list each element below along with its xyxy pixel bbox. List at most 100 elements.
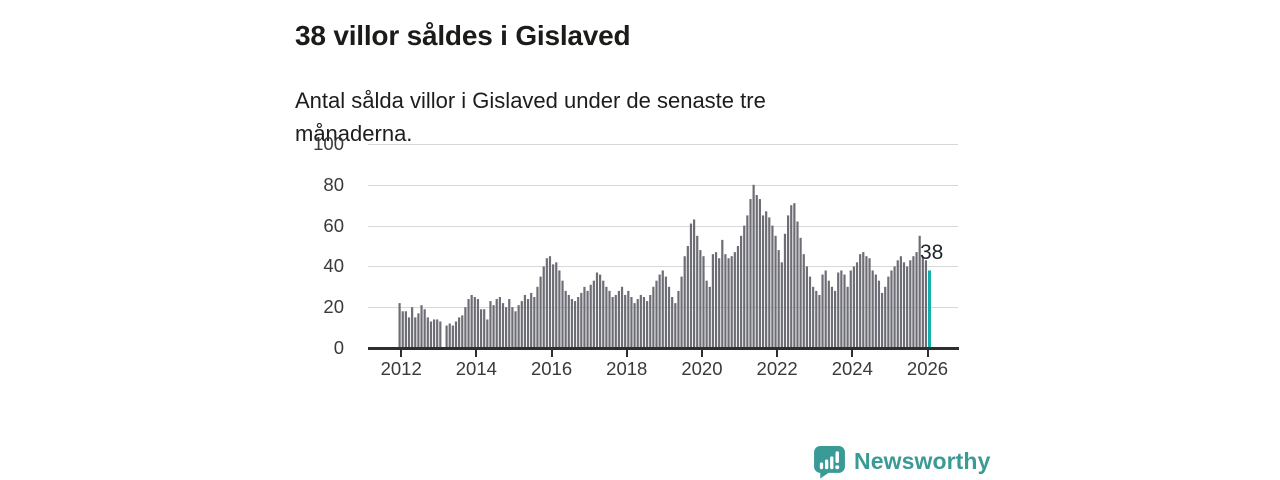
bar <box>736 246 740 348</box>
plot-area <box>368 144 958 348</box>
bar <box>683 256 686 348</box>
bar <box>868 258 871 348</box>
bar <box>849 270 852 348</box>
bar <box>871 270 874 348</box>
bar <box>436 319 439 348</box>
bar <box>899 256 902 348</box>
bar <box>705 280 708 348</box>
newsworthy-logo-icon <box>814 446 845 479</box>
x-tick-label: 2012 <box>380 358 422 379</box>
highlight-value-label: 38 <box>919 241 944 265</box>
bar <box>473 297 476 348</box>
bar <box>821 274 824 348</box>
bar <box>906 266 909 348</box>
highlighted-bar <box>927 270 931 348</box>
bar <box>724 254 727 348</box>
x-tick-label: 2020 <box>681 358 723 379</box>
bar <box>771 225 774 348</box>
bar <box>508 299 511 348</box>
bar <box>486 319 489 348</box>
bar <box>846 286 849 348</box>
bar <box>855 262 859 348</box>
bar <box>837 272 840 348</box>
bar <box>423 309 426 348</box>
bar <box>921 256 924 348</box>
bar <box>799 237 802 348</box>
bar <box>780 262 783 348</box>
x-tick-label: 2014 <box>455 358 497 379</box>
bar <box>533 297 536 348</box>
bar <box>439 321 442 348</box>
chart-title: 38 villor såldes i Gislaved <box>295 19 631 51</box>
bar <box>624 294 627 348</box>
chart-subtitle: Antal sålda villor i Gislaved under de s… <box>295 88 766 146</box>
bar <box>815 290 818 348</box>
x-axis-tick <box>550 350 553 357</box>
bar <box>912 256 915 348</box>
bars-canvas <box>398 184 931 348</box>
bar <box>514 311 517 348</box>
bar <box>570 299 574 348</box>
bar <box>420 305 423 348</box>
bar <box>852 266 855 348</box>
gridline <box>368 266 958 268</box>
bar <box>740 235 743 348</box>
gridline <box>368 144 958 145</box>
bar <box>642 297 646 348</box>
bar <box>573 301 577 348</box>
bar <box>614 294 617 348</box>
bar <box>840 270 843 348</box>
bar <box>523 294 527 348</box>
x-tick-label: 2026 <box>906 358 949 379</box>
bar <box>843 274 846 348</box>
bar <box>586 290 589 348</box>
gridline <box>368 184 958 186</box>
brand-logo: Newsworthy <box>812 444 990 479</box>
bar <box>693 219 696 348</box>
bar <box>639 294 642 348</box>
bar <box>746 215 749 348</box>
bar <box>545 258 548 348</box>
bar <box>877 280 881 348</box>
bar <box>611 297 614 348</box>
x-axis-tick <box>400 350 403 357</box>
bar <box>429 321 433 348</box>
y-tick-label: 0 <box>333 337 344 358</box>
bar <box>755 195 758 348</box>
bar <box>417 313 420 348</box>
bar <box>708 286 711 348</box>
bar <box>558 270 561 348</box>
x-tick-label: 2018 <box>606 358 648 379</box>
bar <box>414 317 417 348</box>
bar <box>711 254 714 348</box>
bar <box>915 252 918 348</box>
bar <box>758 199 761 348</box>
bar <box>664 276 668 348</box>
bar <box>777 250 780 348</box>
bar <box>649 294 652 348</box>
bar <box>567 294 570 348</box>
bar <box>661 270 664 348</box>
bar <box>702 256 705 348</box>
bar <box>890 270 893 348</box>
bar <box>730 256 733 348</box>
y-tick-label: 80 <box>323 173 344 195</box>
bar <box>714 252 718 348</box>
bar <box>796 221 799 348</box>
bar <box>786 215 790 348</box>
bar <box>492 305 495 348</box>
bar <box>454 321 458 348</box>
bar <box>501 303 505 348</box>
bar <box>602 280 605 348</box>
bar <box>407 317 411 348</box>
bar <box>461 315 464 348</box>
bar <box>589 284 592 348</box>
x-axis-tick <box>926 350 929 357</box>
bar <box>874 274 877 348</box>
bar <box>812 286 815 348</box>
bar <box>652 286 655 348</box>
bar <box>633 303 636 348</box>
bar <box>398 303 401 348</box>
bar <box>752 184 755 348</box>
